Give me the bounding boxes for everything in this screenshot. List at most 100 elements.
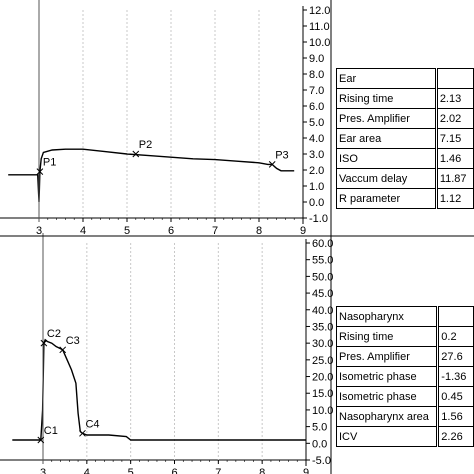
table-row: Isometric phase 0.45 [335,386,474,407]
naso-row-label: Isometric phase [335,366,439,387]
naso-row-value: 2.26 [436,426,474,447]
y-tick-label: 7.0 [309,85,324,97]
annotation-marker [36,168,44,175]
naso-row-label: ICV [335,426,439,447]
naso-table-title-value [436,306,474,327]
y-tick-label: 30.0 [312,338,333,350]
x-tick-label: 4 [84,467,90,474]
ear-table: Ear Rising time 2.13 Pres. Amplifier 2.0… [336,68,474,209]
y-tick-label: -1.0 [309,213,328,225]
ear-row-label: ISO [336,148,437,169]
x-tick-label: 6 [168,225,174,237]
annotation-marker [79,429,86,437]
y-tick-label: 15.0 [312,388,333,400]
y-tick-label: 20.0 [312,372,333,384]
table-row: Isometric phase -1.36 [335,366,474,387]
x-tick-label: 3 [40,467,46,474]
y-tick-label: 4.0 [309,133,324,145]
y-tick-label: 25.0 [312,355,333,367]
ear-table-title: Ear [336,68,437,89]
annotation-marker [268,161,276,168]
ear-table-title-value [434,68,474,89]
series-line [8,148,295,203]
y-tick-label: 35.0 [312,321,333,333]
ear-row-value: 1.12 [434,188,474,209]
naso-table-title: Nasopharynx [335,306,439,327]
y-tick-label: 45.0 [312,288,333,300]
x-tick-label: 7 [212,225,218,237]
annotation-label: P2 [139,139,152,151]
naso-row-value: 0.2 [436,326,474,347]
x-tick-label: 9 [300,225,306,237]
annotation-label: C2 [47,328,61,340]
y-tick-label: 55.0 [312,255,333,267]
table-row: ISO 1.46 [336,148,474,169]
annotation-label: P1 [43,157,56,169]
y-tick-label: 8.0 [309,69,324,81]
y-tick-label: -5.0 [312,455,331,467]
annotation-marker [59,346,67,354]
x-tick-label: 4 [80,225,86,237]
naso-row-label: Nasopharynx area [335,406,439,427]
y-tick-label: 3.0 [309,149,324,161]
naso-row-value: 1.56 [436,406,474,427]
x-tick-label: 9 [303,467,309,474]
y-tick-label: 0.0 [309,197,324,209]
ear-row-label: Vaccum delay [336,168,437,189]
ear-row-value: 2.02 [434,108,474,129]
table-row: ICV 2.26 [335,426,474,447]
chart-panel-1 [0,0,307,224]
x-tick-label: 5 [128,467,134,474]
y-tick-label: 6.0 [309,101,324,113]
y-tick-label: 5.0 [312,422,327,434]
table-row: Vaccum delay 11.87 [336,168,474,189]
ear-row-label: Ear area [336,128,437,149]
x-tick-label: 7 [215,467,221,474]
annotation-label: C4 [85,418,99,430]
naso-row-value: -1.36 [436,366,474,387]
series-line [12,338,306,441]
annotation-marker [37,436,45,444]
naso-table-header: Nasopharynx [335,306,474,327]
naso-row-label: Isometric phase [335,386,439,407]
annotation-label: P3 [275,149,288,161]
annotation-marker [132,150,140,158]
x-tick-label: 5 [124,225,130,237]
ear-row-label: Pres. Amplifier [336,108,437,129]
x-tick-label: 8 [256,225,262,237]
x-tick-label: 3 [36,225,42,237]
table-row: Pres. Amplifier 2.02 [336,108,474,129]
nasopharynx-table: Nasopharynx Rising time 0.2 Pres. Amplif… [335,306,474,447]
x-tick-label: 6 [171,467,177,474]
y-tick-label: 10.0 [309,37,330,49]
y-tick-label: 1.0 [309,181,324,193]
table-row: Pres. Amplifier 27.6 [335,346,474,367]
ear-row-value: 2.13 [434,88,474,109]
ear-row-value: 1.46 [434,148,474,169]
x-tick-label: 8 [259,467,265,474]
naso-row-value: 27.6 [436,346,474,367]
y-tick-label: 9.0 [309,53,324,65]
chart-panel-2 [0,233,310,466]
ear-row-value: 7.15 [434,128,474,149]
y-tick-label: 11.0 [309,21,330,33]
y-tick-label: 5.0 [309,117,324,129]
ear-row-value: 11.87 [434,168,474,189]
y-tick-label: 2.0 [309,165,324,177]
y-tick-label: 0.0 [312,438,327,450]
y-tick-label: 12.0 [309,5,330,17]
y-tick-label: 50.0 [312,271,333,283]
ear-table-header: Ear [336,68,474,89]
annotation-label: C1 [44,425,58,437]
y-tick-label: 60.0 [312,238,333,250]
table-row: Nasopharynx area 1.56 [335,406,474,427]
annotation-label: C3 [66,335,80,347]
naso-row-label: Rising time [335,326,439,347]
ear-row-label: Rising time [336,88,437,109]
naso-row-value: 0.45 [436,386,474,407]
table-row: Rising time 0.2 [335,326,474,347]
annotation-marker [40,339,48,347]
table-row: R parameter 1.12 [336,188,474,209]
y-tick-label: 40.0 [312,305,333,317]
